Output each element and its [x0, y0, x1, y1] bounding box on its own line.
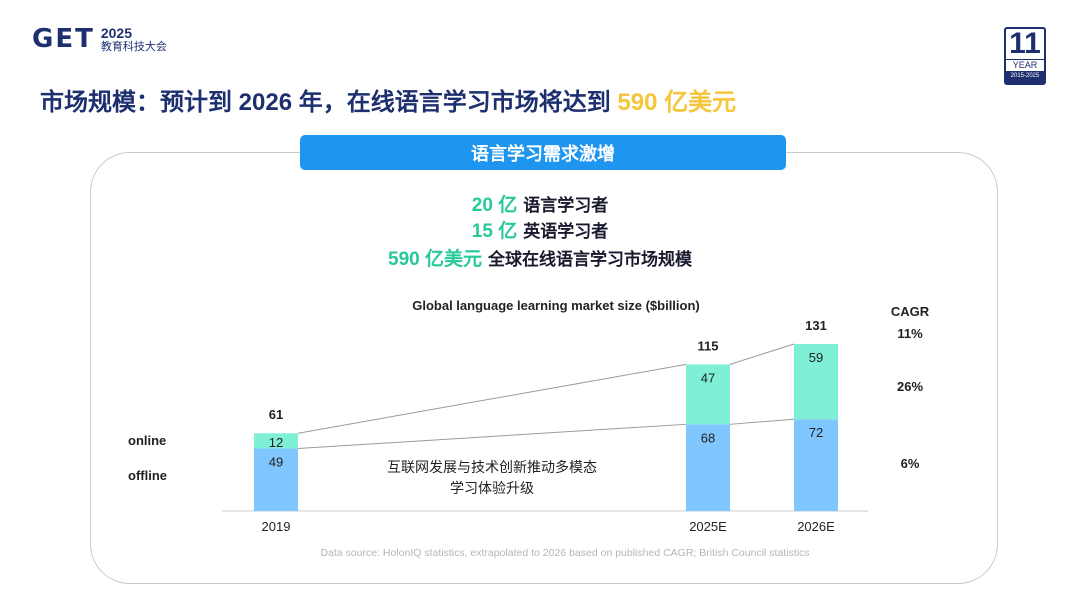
- offline-trend-line: [729, 418, 795, 425]
- data-label-online: 47: [701, 370, 715, 385]
- bar-offline: [254, 448, 298, 511]
- cagr-header: CAGR: [891, 304, 930, 319]
- chart-annotation: 互联网发展与技术创新推动多模态: [387, 459, 597, 475]
- total-label: 61: [269, 407, 283, 422]
- data-label-offline: 72: [809, 425, 823, 440]
- stat-number: 15 亿: [471, 221, 518, 242]
- badge-range: 2015-2025: [1006, 71, 1044, 83]
- stat-text: 语言学习者: [523, 196, 609, 215]
- x-tick-label: 2026E: [797, 519, 835, 534]
- eleven-year-badge: 11 YEAR 2015-2025: [1004, 27, 1046, 85]
- stat-text: 英语学习者: [523, 222, 609, 241]
- stat-number: 20 亿: [471, 195, 518, 216]
- offline-trend-line: [297, 423, 687, 450]
- x-tick-label: 2019: [262, 519, 291, 534]
- data-label-online: 12: [269, 435, 283, 450]
- cagr-offline: 6%: [901, 456, 920, 471]
- bar-online: [254, 433, 298, 449]
- legend-online: online: [128, 433, 166, 448]
- page-title-prefix: 市场规模：预计到 2026 年，在线语言学习市场将达到: [40, 89, 618, 116]
- section-banner: 语言学习需求激增: [300, 135, 786, 170]
- total-label: 131: [805, 318, 827, 333]
- bar-online: [794, 344, 838, 420]
- chart-title: Global language learning market size ($b…: [412, 298, 700, 313]
- page-title: 市场规模：预计到 2026 年，在线语言学习市场将达到 590 亿美元: [40, 82, 736, 117]
- badge-word: YEAR: [1006, 59, 1044, 71]
- logo-subtitle: 教育科技大会: [100, 40, 167, 53]
- total-label: 115: [698, 338, 719, 353]
- x-tick-label: 2025E: [689, 519, 727, 534]
- total-trend-line: [297, 363, 687, 434]
- data-source-note: Data source: HolonIQ statistics, extrapo…: [320, 547, 809, 559]
- stat-text: 全球在线语言学习市场规模: [487, 250, 692, 269]
- stat-line: 20 亿语言学习者: [0, 190, 1080, 217]
- data-label-online: 59: [809, 350, 823, 365]
- data-label-offline: 49: [269, 455, 283, 470]
- get-logo: GET 2025 教育科技大会: [32, 24, 167, 54]
- logo-mark: GET: [32, 24, 95, 54]
- data-label-offline: 68: [701, 430, 715, 445]
- page-title-highlight: 590 亿美元: [617, 89, 737, 116]
- total-trend-line: [729, 343, 795, 365]
- badge-number: 11: [1009, 27, 1041, 60]
- stat-line: 590 亿美元 全球在线语言学习市场规模: [0, 244, 1080, 271]
- logo-year: 2025: [100, 24, 132, 41]
- bar-offline: [794, 419, 838, 511]
- bar-offline: [686, 424, 730, 511]
- stat-line: 15 亿英语学习者: [0, 216, 1080, 243]
- stat-number: 590 亿美元: [388, 249, 482, 270]
- cagr-total: 11%: [897, 326, 923, 341]
- legend-offline: offline: [128, 468, 167, 483]
- chart-annotation: 学习体验升级: [450, 480, 534, 496]
- bar-online: [686, 364, 730, 425]
- cagr-online: 26%: [897, 379, 923, 394]
